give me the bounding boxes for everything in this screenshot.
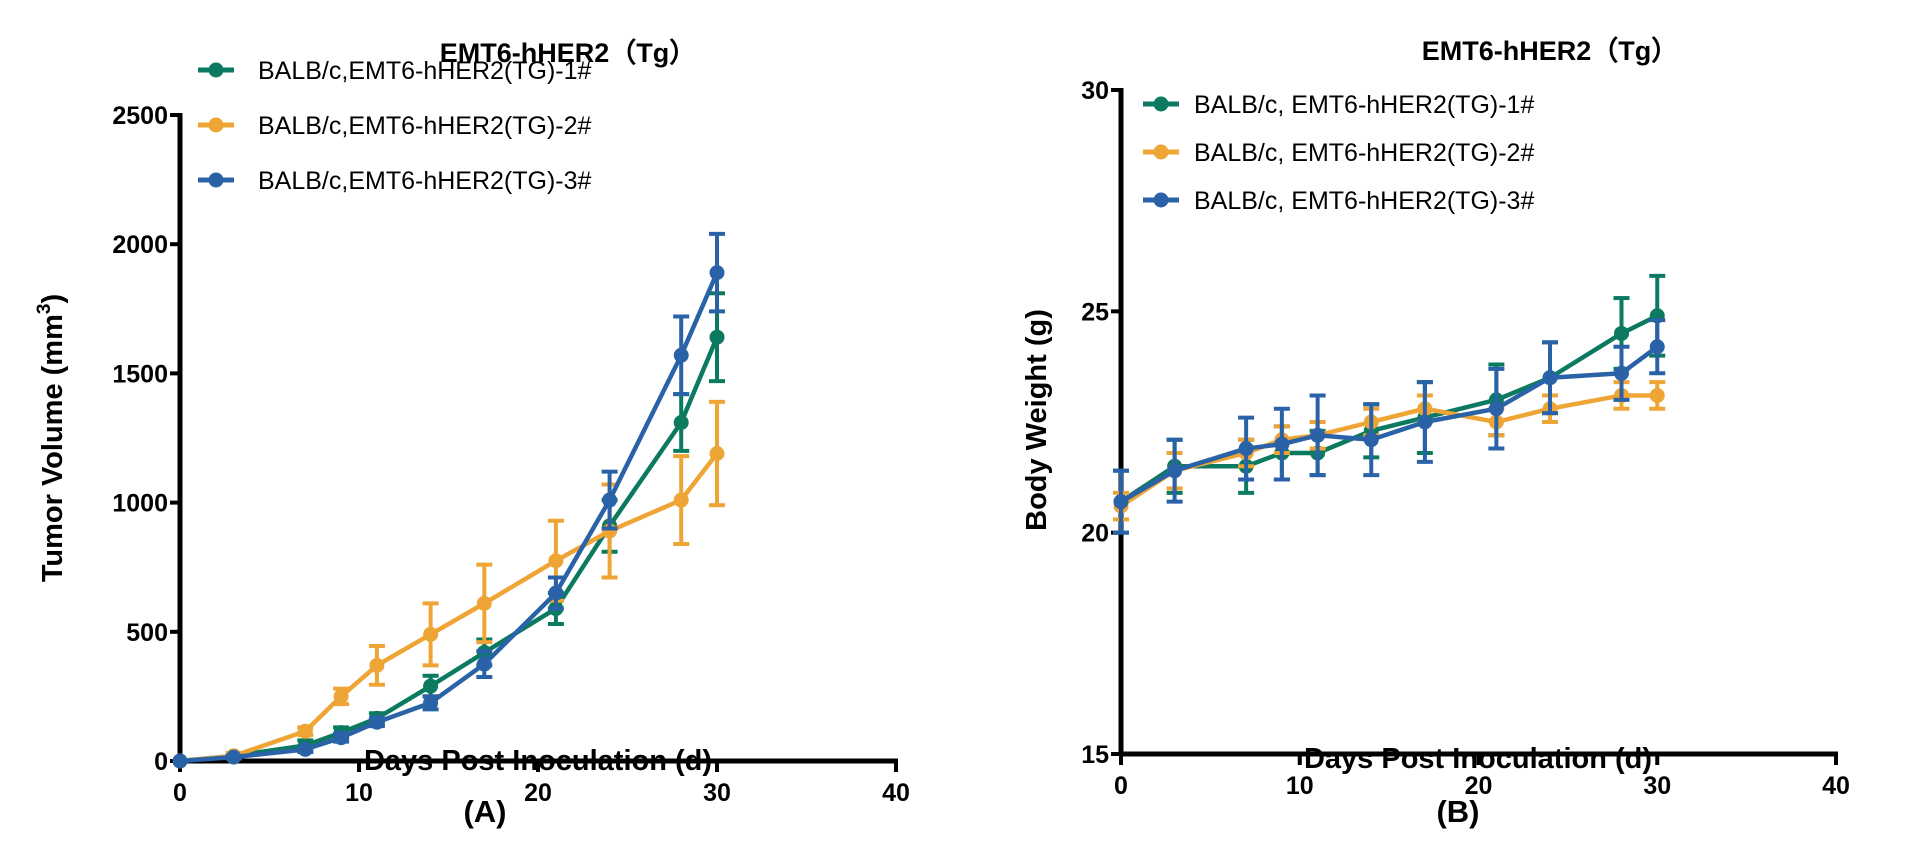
data-point: [1614, 365, 1629, 381]
data-point: [548, 585, 564, 601]
series-line: [1119, 393, 1658, 508]
legend-item: BALB/c,EMT6-hHER2(TG)-3#: [198, 167, 592, 195]
data-point: [1649, 387, 1665, 403]
data-point: [423, 626, 439, 642]
x-tick-label: 40: [882, 779, 910, 807]
data-point: [369, 714, 385, 730]
y-axis-label-end: ): [37, 294, 69, 304]
series-line: [179, 336, 720, 764]
data-point: [1310, 427, 1326, 443]
data-point: [709, 265, 725, 281]
y-tick-label: 0: [154, 748, 168, 776]
legend-item: BALB/c, EMT6-hHER2(TG)-2#: [1143, 139, 1534, 167]
legend-label: BALB/c, EMT6-hHER2(TG)-3#: [1194, 187, 1534, 215]
data-point: [1614, 325, 1629, 341]
series-3: [172, 231, 725, 769]
data-point: [423, 678, 439, 694]
data-point: [476, 656, 492, 672]
data-point: [1488, 401, 1504, 417]
data-point: [673, 414, 689, 430]
legend-marker: [208, 172, 224, 188]
y-tick-label: 25: [1081, 298, 1109, 326]
x-tick-label: 10: [1286, 772, 1314, 800]
y-axis-label: Tumor Volume (mm3): [34, 294, 69, 582]
y-tick-label: 1500: [112, 360, 168, 388]
y-tick-label: 1000: [112, 490, 168, 518]
legend-item: BALB/c, EMT6-hHER2(TG)-3#: [1143, 187, 1534, 215]
y-tick-label: 20: [1081, 520, 1109, 548]
data-point: [548, 553, 564, 569]
legend-marker: [1153, 192, 1169, 208]
legend-label: BALB/c, EMT6-hHER2(TG)-2#: [1194, 139, 1534, 167]
legend-label: BALB/c, EMT6-hHER2(TG)-1#: [1194, 91, 1534, 119]
legend-item: BALB/c,EMT6-hHER2(TG)-2#: [198, 112, 592, 140]
data-point: [1649, 339, 1665, 355]
y-tick-label: 15: [1081, 741, 1109, 769]
data-point: [1417, 414, 1433, 430]
legend-item: BALB/c,EMT6-hHER2(TG)-1#: [198, 57, 592, 85]
panel-label: (B): [1436, 794, 1479, 829]
data-point: [1274, 436, 1290, 452]
x-tick-label: 20: [524, 779, 552, 807]
series-2: [172, 399, 725, 769]
series-line: [1119, 313, 1659, 504]
chart-title: EMT6-hHER2（Tg）: [440, 38, 697, 68]
data-point: [369, 657, 385, 673]
data-point: [423, 695, 439, 711]
legend-marker: [1153, 96, 1169, 112]
x-tick-label: 30: [703, 779, 731, 807]
data-point: [226, 749, 242, 765]
legend-label: BALB/c,EMT6-hHER2(TG)-1#: [258, 57, 592, 85]
y-tick-label: 2000: [112, 231, 168, 259]
series-line: [179, 271, 720, 764]
data-point: [333, 730, 349, 746]
y-axis-label-main: Tumor Volume (mm: [37, 314, 69, 582]
legend-marker: [208, 117, 224, 133]
data-point: [297, 723, 313, 739]
y-axis-label-sup: 3: [34, 304, 55, 315]
data-point: [602, 492, 618, 508]
x-tick-label: 0: [173, 779, 187, 807]
legend-label: BALB/c,EMT6-hHER2(TG)-2#: [258, 112, 592, 140]
chart-body-weight: EMT6-hHER2（Tg） Days Post Inoculation (d)…: [1021, 36, 1850, 829]
x-tick-label: 0: [1114, 772, 1128, 800]
data-point: [333, 688, 349, 704]
data-point: [673, 347, 689, 363]
legend-item: BALB/c, EMT6-hHER2(TG)-1#: [1143, 91, 1534, 119]
x-tick-label: 30: [1643, 772, 1671, 800]
legend-marker: [208, 62, 224, 78]
x-tick-label: 40: [1822, 772, 1850, 800]
data-point: [673, 492, 689, 508]
y-tick-label: 30: [1081, 77, 1109, 105]
y-tick-label: 2500: [112, 102, 168, 130]
data-point: [1167, 463, 1183, 479]
panel-label: (A): [463, 794, 506, 829]
data-point: [297, 741, 313, 757]
data-point: [476, 595, 492, 611]
data-point: [1238, 441, 1254, 457]
chart-tumor-volume: EMT6-hHER2（Tg） Days Post Inoculation (d)…: [34, 38, 910, 829]
data-point: [709, 446, 725, 462]
legend-marker: [1153, 144, 1169, 160]
data-point: [709, 329, 725, 345]
data-point: [1113, 494, 1129, 510]
series-2: [1113, 380, 1666, 522]
series-1: [172, 291, 725, 769]
data-point: [1542, 370, 1558, 386]
x-tick-label: 20: [1465, 772, 1493, 800]
legend-label: BALB/c,EMT6-hHER2(TG)-3#: [258, 167, 592, 195]
y-axis-label: Body Weight (g): [1021, 309, 1053, 531]
series-3: [1113, 318, 1666, 535]
chart-title: EMT6-hHER2（Tg）: [1422, 36, 1679, 66]
data-point: [172, 753, 188, 769]
x-tick-label: 10: [345, 779, 373, 807]
y-tick-label: 500: [126, 619, 168, 647]
series-line: [179, 452, 719, 764]
data-point: [1363, 432, 1379, 448]
